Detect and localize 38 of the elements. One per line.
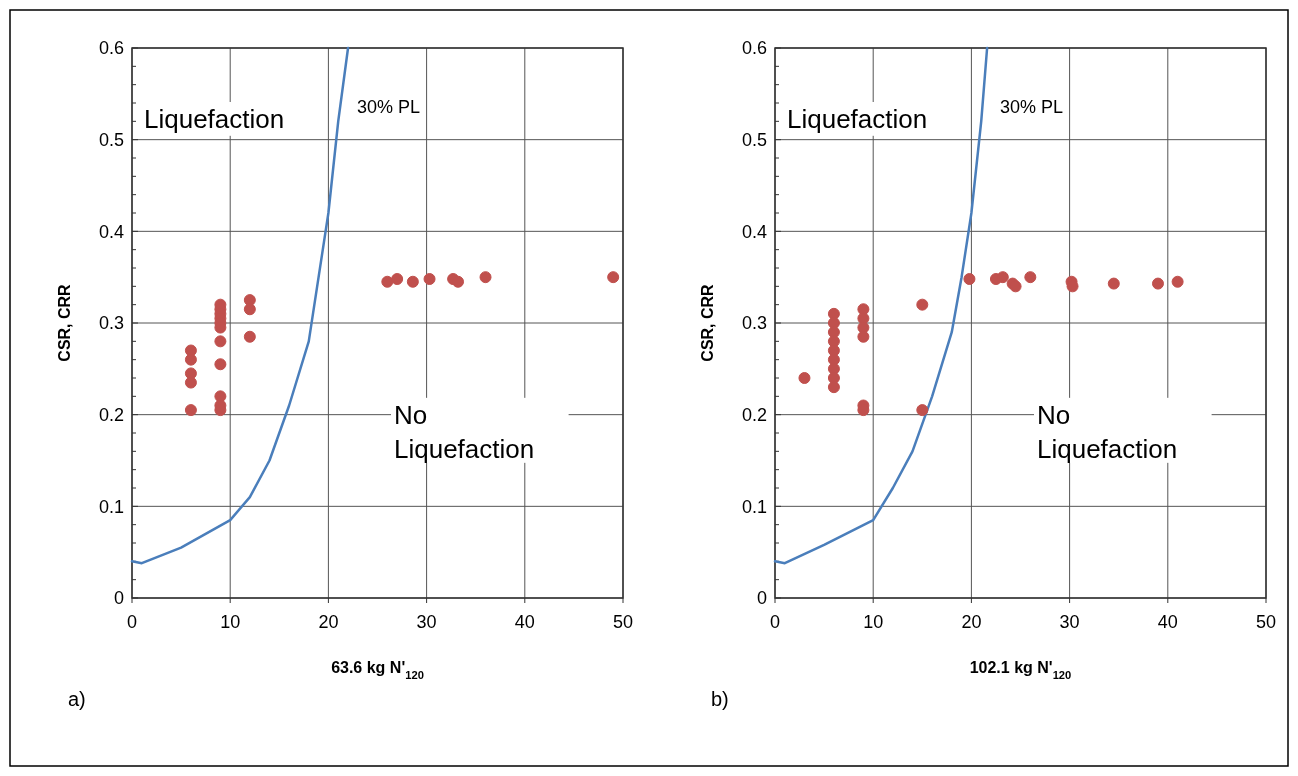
annotation: No Liquefaction — [1037, 399, 1178, 464]
x-tick-label: 10 — [863, 612, 884, 632]
y-tick-label: 0.3 — [98, 313, 124, 334]
annotation: No Liquefaction — [394, 399, 535, 464]
y-tick-label: 0.3 — [741, 313, 767, 334]
y-tick-label: 0.2 — [741, 404, 767, 425]
x-tick-label: 0 — [126, 612, 138, 632]
x-tick-label: 20 — [961, 612, 982, 632]
y-tick-label: 0.6 — [98, 38, 124, 59]
y-tick-label: 0.5 — [98, 129, 124, 150]
y-tick-label: 0 — [113, 588, 124, 609]
y-tick-label: 0.4 — [98, 221, 124, 242]
y-tick-label: 0.2 — [98, 404, 124, 425]
annotation: 30% PL — [357, 97, 421, 117]
y-tick-label: 0.5 — [741, 129, 767, 150]
x-tick-label: 0 — [769, 612, 781, 632]
annotation: Liquefaction — [144, 104, 285, 134]
y-tick-label: 0 — [756, 588, 767, 609]
y-tick-label: 0.1 — [741, 496, 767, 517]
x-axis-title: 102.1 kg N'$_{120}$ — [969, 659, 1072, 681]
x-tick-label: 50 — [1255, 612, 1277, 632]
annotation: 30% PL — [1000, 97, 1064, 117]
y-axis-title: CSR, CRR — [699, 283, 716, 362]
annotation: Liquefaction — [787, 104, 928, 134]
x-axis-title: 63.6 kg N'$_{120}$ — [331, 659, 424, 681]
x-tick-label: 30 — [416, 612, 437, 632]
y-tick-label: 0.6 — [741, 38, 767, 59]
y-tick-label: 0.1 — [98, 496, 124, 517]
x-tick-label: 20 — [318, 612, 339, 632]
x-tick-label: 50 — [612, 612, 634, 632]
x-tick-label: 30 — [1059, 612, 1080, 632]
x-tick-label: 40 — [1157, 612, 1178, 632]
x-tick-label: 40 — [514, 612, 535, 632]
text: b) — [711, 688, 729, 710]
x-tick-label: 10 — [220, 612, 241, 632]
text: a) — [68, 688, 86, 710]
y-axis-title: CSR, CRR — [56, 283, 73, 362]
y-tick-label: 0.4 — [741, 221, 767, 242]
